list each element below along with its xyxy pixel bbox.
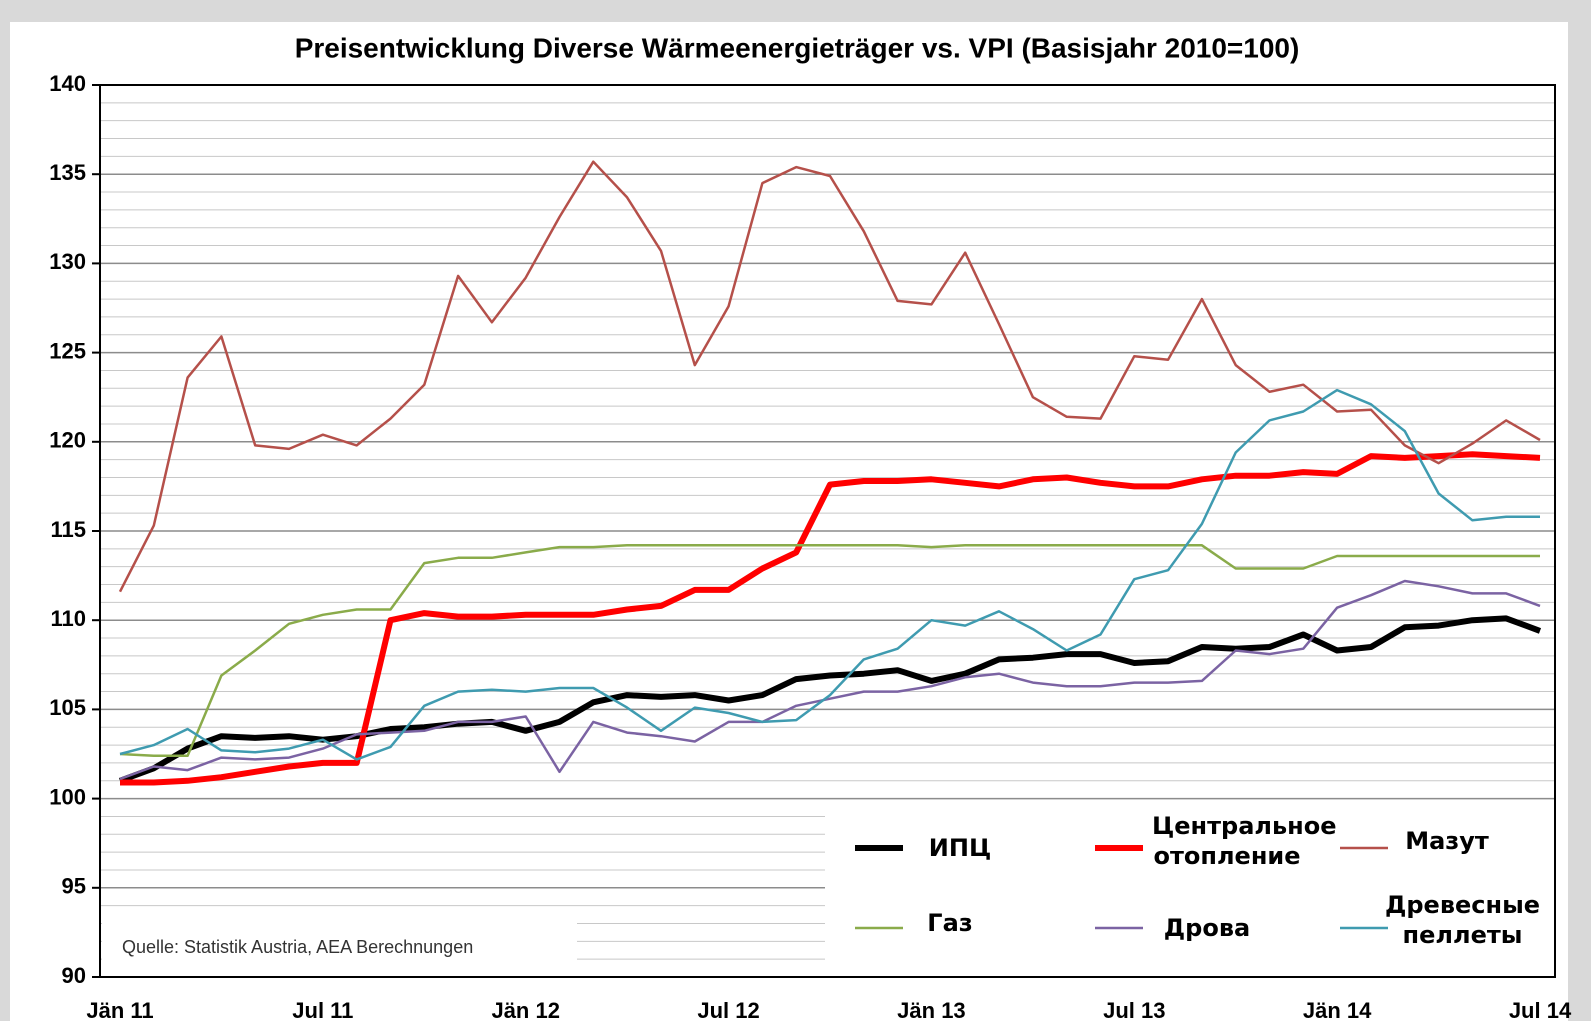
legend-label: Древесные пеллеты <box>1385 891 1541 949</box>
series-line <box>118 160 1541 593</box>
y-tick-label: 135 <box>49 160 86 185</box>
legend-label: Мазут <box>1405 827 1489 855</box>
y-tick-label: 130 <box>49 249 86 274</box>
y-tick-label: 100 <box>49 784 86 809</box>
legend-label: Дрова <box>1163 914 1251 942</box>
y-tick-label: 105 <box>49 695 86 720</box>
y-tick-label: 90 <box>62 963 86 988</box>
series-line <box>120 451 1541 786</box>
legend-label: Газ <box>927 909 973 937</box>
y-tick-label: 140 <box>49 71 86 96</box>
legend-box <box>825 802 1554 976</box>
y-tick-label: 95 <box>62 874 86 899</box>
x-tick-label: Jän 14 <box>1303 998 1372 1021</box>
legend-label: ИПЦ <box>928 834 992 862</box>
x-tick-label: Jän 11 <box>86 998 153 1021</box>
annotation-box <box>102 918 577 975</box>
annotation: Quelle: Statistik Austria, AEA Berechnun… <box>122 937 473 957</box>
series-line <box>119 388 1540 761</box>
series-line <box>118 615 1542 784</box>
x-tick-label: Jän 13 <box>897 998 966 1021</box>
chart-title: Preisentwicklung Diverse Wärmeenergieträ… <box>295 32 1300 63</box>
x-tick-label: Jul 11 <box>292 998 353 1021</box>
x-tick-label: Jul 14 <box>1509 998 1572 1021</box>
x-tick-label: Jul 13 <box>1103 998 1165 1021</box>
plot-frame <box>99 84 1556 978</box>
x-tick-label: Jän 12 <box>491 998 560 1021</box>
y-tick-label: 115 <box>51 517 87 542</box>
x-tick-label: Jul 12 <box>697 998 759 1021</box>
y-tick-label: 120 <box>49 428 86 453</box>
y-tick-label: 110 <box>51 606 87 631</box>
series-line <box>119 579 1541 781</box>
legend-label: Центральное отопление <box>1152 812 1337 870</box>
y-tick-label: 125 <box>49 338 86 363</box>
series-line <box>119 544 1540 758</box>
